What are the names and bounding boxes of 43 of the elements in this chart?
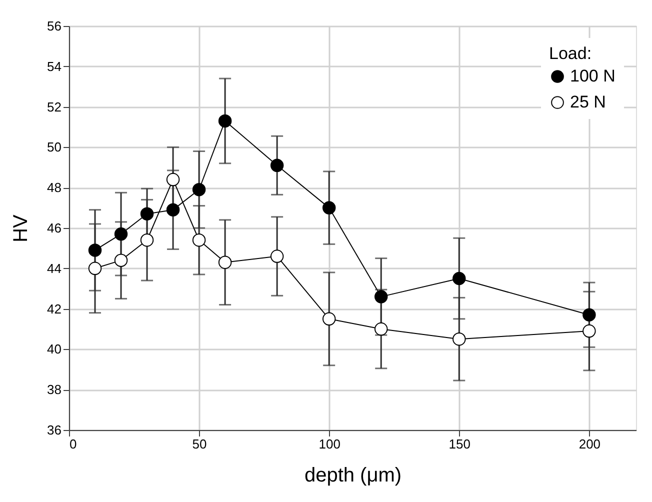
y-tick-label: 40 <box>47 342 62 357</box>
point <box>140 207 154 220</box>
point <box>88 244 102 257</box>
point <box>270 158 284 172</box>
y-axis-title: HV <box>10 214 32 242</box>
point <box>218 114 232 128</box>
y-tick-label: 56 <box>47 18 62 34</box>
y-tick-label: 52 <box>47 99 62 114</box>
x-tick-label: 50 <box>192 436 207 452</box>
point <box>452 272 466 286</box>
x-tick-label: 200 <box>578 436 601 452</box>
point <box>114 227 128 241</box>
point <box>192 183 206 196</box>
point <box>374 290 388 304</box>
y-tick-label: 36 <box>47 422 62 438</box>
point <box>140 234 154 247</box>
point <box>114 254 128 267</box>
point <box>582 308 596 322</box>
x-tick-label: 150 <box>448 436 470 452</box>
x-axis-title: depth (μm) <box>304 464 402 486</box>
x-tick-label: 0 <box>70 436 77 452</box>
y-tick-label: 42 <box>47 301 62 316</box>
point <box>218 256 232 269</box>
point <box>192 234 206 247</box>
point <box>322 312 336 326</box>
point <box>582 324 596 338</box>
point <box>322 201 336 214</box>
point <box>270 250 284 263</box>
legend-label: 25 N <box>570 92 606 112</box>
point <box>88 262 102 276</box>
point <box>452 332 466 346</box>
legend-title: Load: <box>549 44 592 63</box>
y-tick-label: 38 <box>47 382 62 398</box>
x-tick-label: 100 <box>318 436 340 452</box>
point <box>166 172 180 186</box>
y-tick-label: 54 <box>47 58 62 74</box>
y-tick-label: 50 <box>47 140 62 155</box>
y-tick-label: 44 <box>47 260 62 276</box>
point <box>166 203 180 216</box>
point <box>374 322 388 336</box>
y-tick-label: 48 <box>47 180 62 196</box>
legend-label: 100 N <box>570 66 616 86</box>
y-tick-label: 46 <box>47 220 62 236</box>
